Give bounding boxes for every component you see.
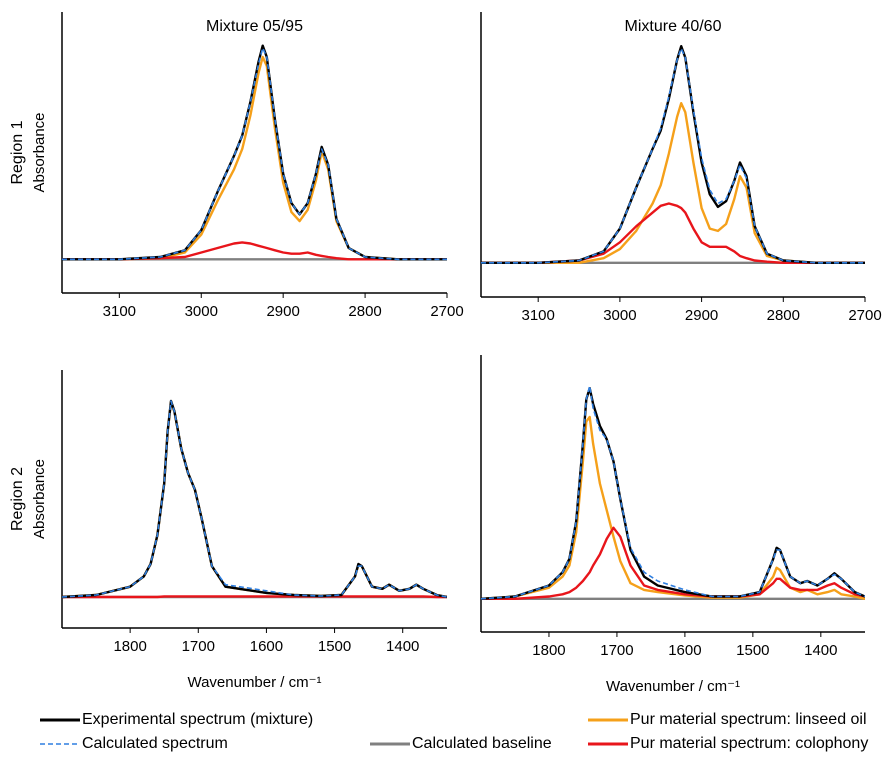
x-tick-label: 1500 <box>736 642 769 659</box>
spectrum-line <box>481 202 865 264</box>
x-tick-label: 1400 <box>386 638 419 655</box>
y-axis-label: Absorbance <box>31 112 48 192</box>
x-tick-label: 1600 <box>668 642 701 659</box>
x-tick-label: 1500 <box>318 638 351 655</box>
x-tick-label: 3000 <box>603 307 636 324</box>
x-tick-label: 3000 <box>185 303 218 320</box>
spectrum-line <box>62 400 447 599</box>
spectrum-line <box>481 45 865 264</box>
spectrum-line <box>62 595 447 599</box>
row-label: Region 2 <box>9 467 26 531</box>
row-label: Region 1 <box>9 120 26 184</box>
legend-label: Calculated spectrum <box>82 735 228 752</box>
spectrum-line <box>481 385 865 600</box>
x-tick-label: 1700 <box>600 642 633 659</box>
x-tick-label: 2900 <box>266 303 299 320</box>
plot-lines <box>481 45 865 264</box>
spectrum-line <box>481 102 865 264</box>
spectrum-line <box>62 241 447 261</box>
spectrum-line <box>62 400 447 598</box>
plot-lines <box>62 44 447 261</box>
panel-title: Mixture 05/95 <box>206 18 303 35</box>
x-tick-label: 1700 <box>182 638 215 655</box>
legend-label: Calculated baseline <box>412 735 552 752</box>
x-tick-label: 2700 <box>848 307 881 324</box>
legend-label: Experimental spectrum (mixture) <box>82 711 313 728</box>
x-axis-label: Wavenumber / cm⁻¹ <box>606 678 740 695</box>
spectrum-line <box>62 44 447 261</box>
spectrum-line <box>481 526 865 600</box>
plot-lines <box>481 385 865 600</box>
x-tick-label: 1600 <box>250 638 283 655</box>
x-tick-label: 3100 <box>522 307 555 324</box>
spectrum-line <box>481 47 865 264</box>
x-tick-label: 2700 <box>430 303 463 320</box>
plot-lines <box>62 399 447 599</box>
x-tick-label: 2800 <box>348 303 381 320</box>
x-tick-label: 2800 <box>767 307 800 324</box>
legend-label: Pur material spectrum: linseed oil <box>630 711 867 728</box>
spectrum-line <box>62 47 447 261</box>
y-axis-label: Absorbance <box>31 459 48 539</box>
x-tick-label: 2900 <box>685 307 718 324</box>
panel-title: Mixture 40/60 <box>625 18 722 35</box>
spectrum-line <box>481 387 865 600</box>
x-axis-label: Wavenumber / cm⁻¹ <box>187 674 321 691</box>
spectrum-line <box>481 415 865 600</box>
x-tick-label: 1800 <box>532 642 565 659</box>
x-tick-label: 1800 <box>113 638 146 655</box>
spectrum-line <box>62 399 447 599</box>
x-tick-label: 1400 <box>804 642 837 659</box>
legend-label: Pur material spectrum: colophony <box>630 735 868 752</box>
x-tick-label: 3100 <box>103 303 136 320</box>
